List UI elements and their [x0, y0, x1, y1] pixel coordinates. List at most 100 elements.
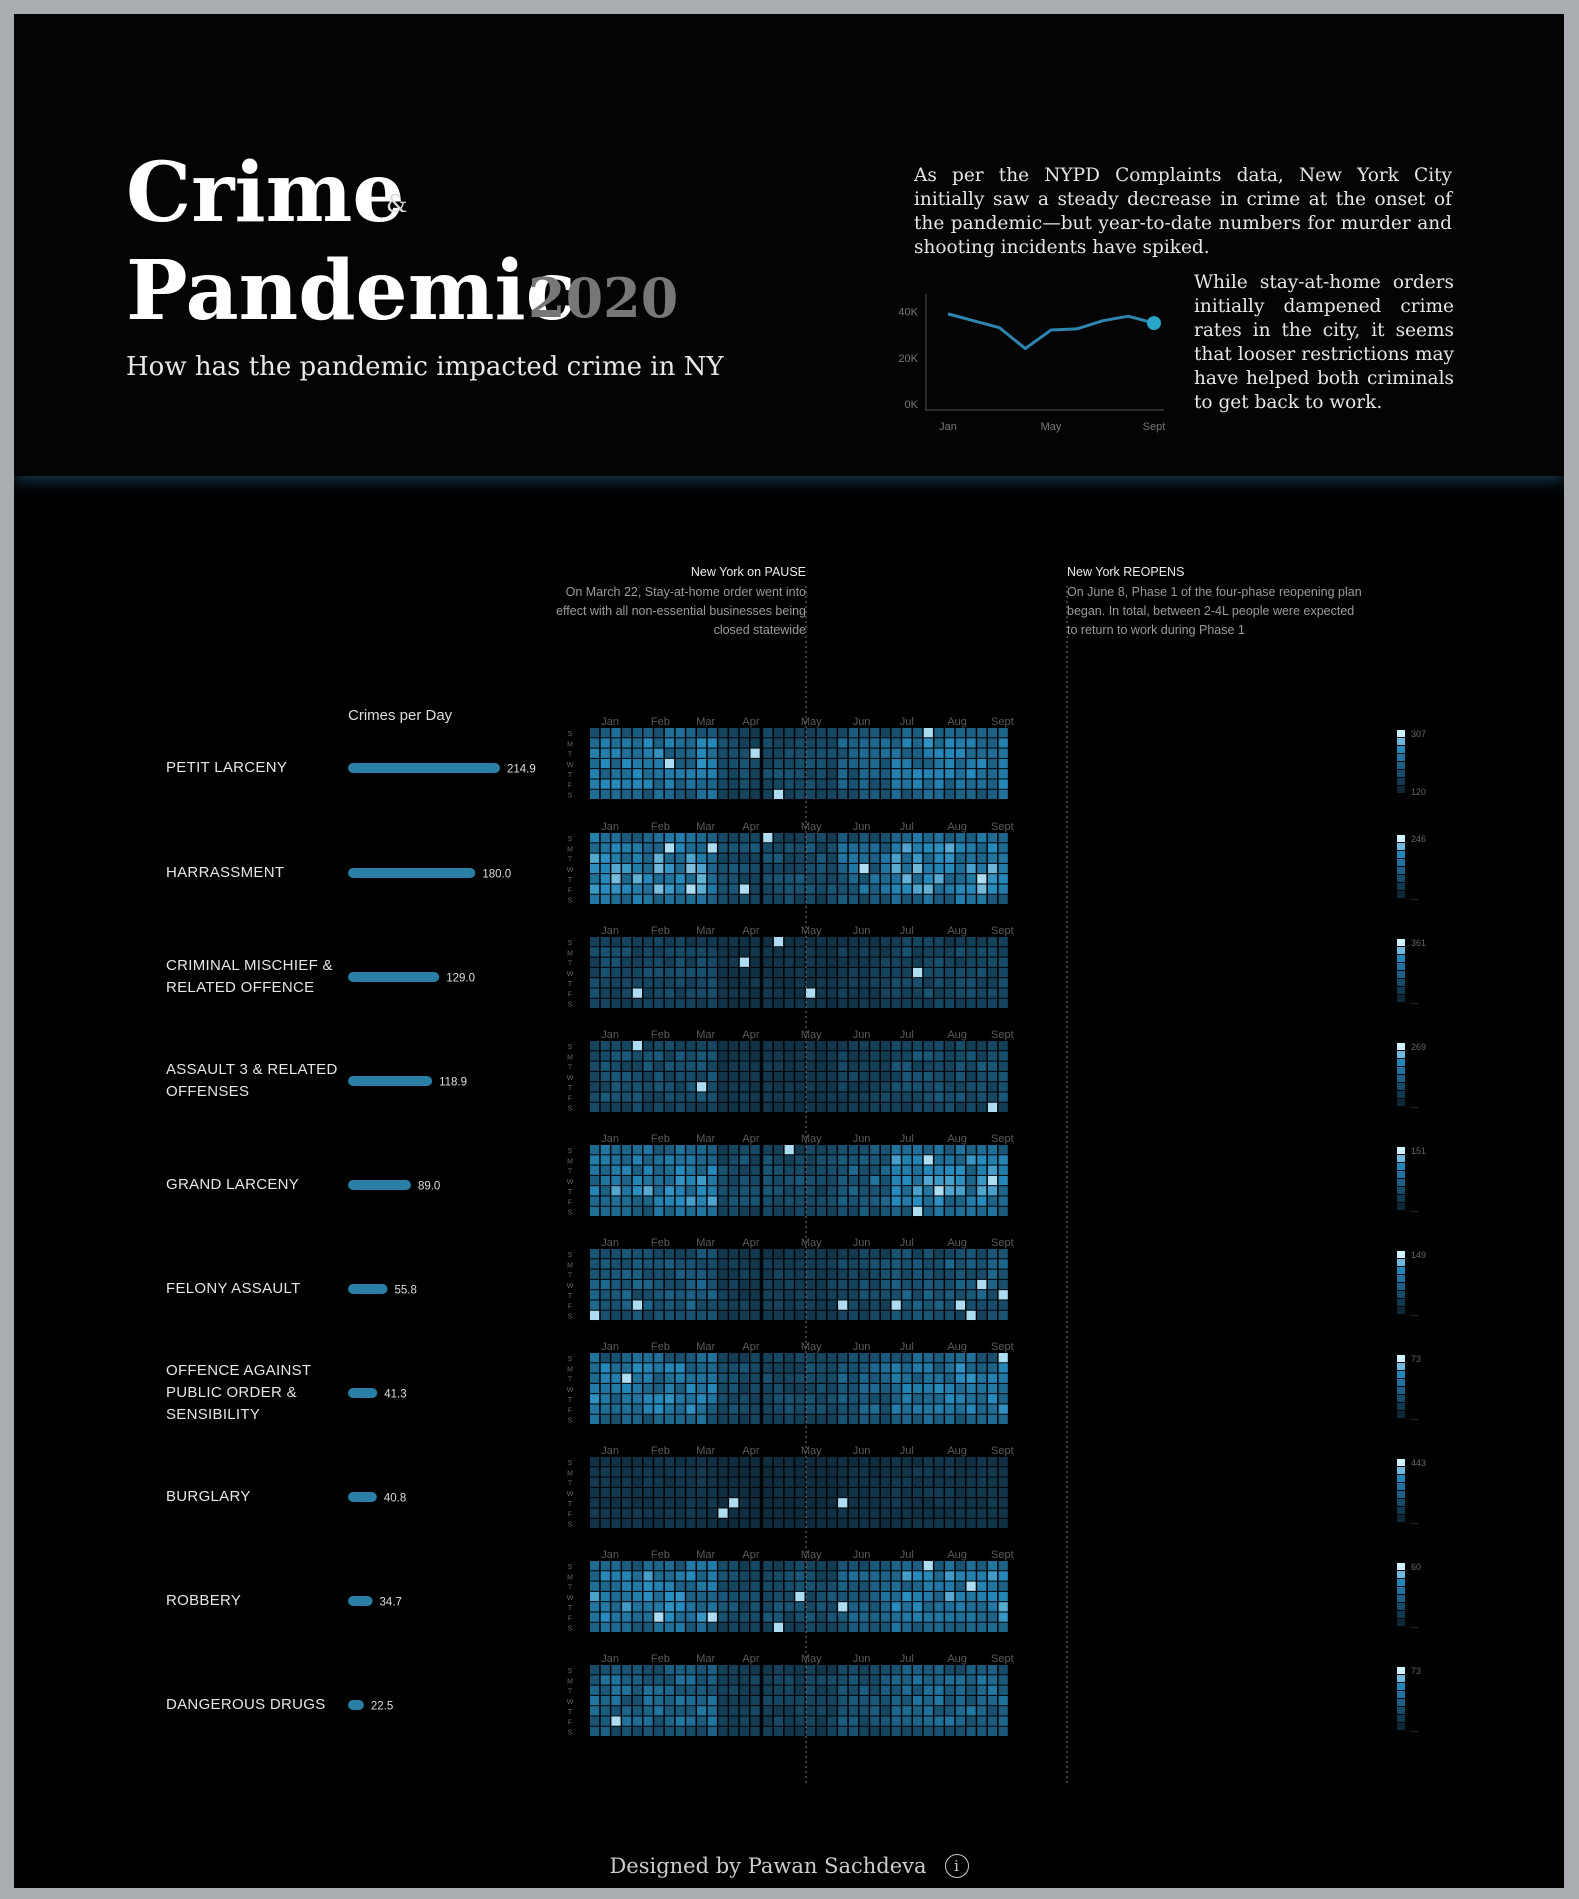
heatmap-cell	[955, 1706, 965, 1716]
heatmap-cell	[739, 728, 749, 738]
heatmap-cell	[611, 1175, 621, 1186]
heatmap-cell	[913, 1165, 923, 1175]
heatmap-cell	[923, 1196, 933, 1206]
heatmap-cell	[718, 1082, 728, 1092]
heatmap-cell	[707, 1196, 717, 1206]
heatmap-cell	[955, 1571, 965, 1581]
heatmap-cell	[632, 738, 642, 748]
heatmap-cell	[675, 853, 685, 863]
heatmap-cell	[773, 894, 784, 905]
heatmap-cell	[816, 967, 826, 978]
heatmap-cell	[848, 937, 858, 947]
heatmap-cell	[945, 1726, 955, 1737]
heatmap-cell	[838, 779, 848, 789]
heatmap-cell	[902, 1612, 912, 1622]
heatmap-cell	[739, 1310, 749, 1321]
heatmap-cell	[718, 1259, 728, 1269]
heatmap-cell	[977, 894, 987, 905]
heatmap-cell	[739, 1716, 749, 1726]
heatmap-cell	[848, 998, 858, 1009]
heatmap-cell	[675, 937, 685, 947]
heatmap-cell	[880, 978, 891, 988]
heatmap-cell	[934, 884, 944, 894]
heatmap-cell	[773, 1498, 784, 1508]
heatmap-cell	[784, 1165, 794, 1175]
heatmap-cell	[611, 1165, 621, 1175]
heatmap-day-label: F	[568, 1615, 572, 1622]
heatmap-cell	[784, 1259, 794, 1269]
heatmap-cell	[816, 1186, 826, 1196]
heatmap-cell	[987, 978, 998, 988]
heatmap-cell	[838, 748, 848, 758]
heatmap-cell	[795, 1716, 805, 1726]
heatmap-cell	[643, 1061, 653, 1071]
heatmap-cell	[891, 1259, 901, 1269]
heatmap-cell	[806, 1310, 816, 1321]
heatmap-cell	[750, 1363, 760, 1373]
heatmap-cell	[675, 1394, 685, 1404]
heatmap-cell	[654, 1518, 664, 1529]
heatmap-cell	[729, 1695, 739, 1706]
heatmap-month-label: Feb	[651, 1029, 670, 1041]
heatmap-cell	[827, 1508, 837, 1518]
heatmap-cell	[913, 1269, 923, 1279]
heatmap-cell	[729, 988, 739, 998]
heatmap-cell	[955, 1612, 965, 1622]
heatmap-cell	[686, 1665, 696, 1675]
heatmap-cell	[707, 1363, 717, 1373]
heatmap-month-label: Jan	[601, 1341, 619, 1353]
heatmap-cell	[998, 779, 1008, 789]
heatmap-cell	[750, 1685, 760, 1695]
heatmap-cell	[945, 1290, 955, 1300]
heatmap-month-label: Jun	[853, 1653, 871, 1665]
heatmap-cell	[784, 1269, 794, 1279]
heatmap-cell	[923, 1145, 933, 1155]
heatmap-cell	[590, 1675, 600, 1685]
heatmap-cell	[686, 884, 696, 894]
heatmap-cell	[977, 1457, 987, 1467]
legend-max-label: 151	[1411, 1146, 1426, 1156]
heatmap-cell	[729, 1363, 739, 1373]
heatmap-cell	[955, 1665, 965, 1675]
heatmap-cell	[795, 1591, 805, 1602]
heatmap-day-label: F	[568, 1095, 572, 1102]
heatmap-cell	[806, 1518, 816, 1529]
heatmap-cell	[838, 1685, 848, 1695]
heatmap-cell	[590, 1457, 600, 1467]
heatmap-cell	[998, 1622, 1008, 1633]
heatmap-cell	[763, 1675, 773, 1685]
heatmap-cell	[750, 728, 760, 738]
heatmap-cell	[643, 833, 653, 843]
info-icon[interactable]: i	[944, 1854, 969, 1878]
heatmap-cell	[675, 833, 685, 843]
heatmap-day-label: W	[567, 867, 574, 874]
heatmap-cell	[654, 957, 664, 967]
heatmap-cell	[859, 1300, 869, 1310]
heatmap-cell	[729, 1196, 739, 1206]
heatmap-cell	[816, 937, 826, 947]
heatmap-cell	[827, 1269, 837, 1279]
heatmap-cell	[590, 1518, 600, 1529]
heatmap-cell	[686, 1300, 696, 1310]
heatmap-cell	[923, 1487, 933, 1498]
heatmap-cell	[816, 1404, 826, 1414]
heatmap-cell	[955, 1716, 965, 1726]
heatmap-cell	[600, 1414, 610, 1425]
heatmap-cell	[902, 769, 912, 779]
heatmap-cell	[773, 1155, 784, 1165]
heatmap-cell	[675, 1695, 685, 1706]
heatmap-cell	[643, 1457, 653, 1467]
heatmap-cell	[838, 1581, 848, 1591]
heatmap-cell	[987, 1186, 998, 1196]
heatmap-cell	[934, 978, 944, 988]
heatmap-cell	[923, 1404, 933, 1414]
heatmap-cell	[600, 1269, 610, 1279]
heatmap-cell	[945, 967, 955, 978]
heatmap-cell	[622, 843, 632, 853]
heatmap-cell	[729, 1404, 739, 1414]
heatmap-cell	[750, 1155, 760, 1165]
heatmap-cell	[827, 1186, 837, 1196]
heatmap-cell	[590, 1051, 600, 1061]
heatmap-month-label: Aug	[947, 716, 967, 728]
heatmap-cell	[729, 1175, 739, 1186]
